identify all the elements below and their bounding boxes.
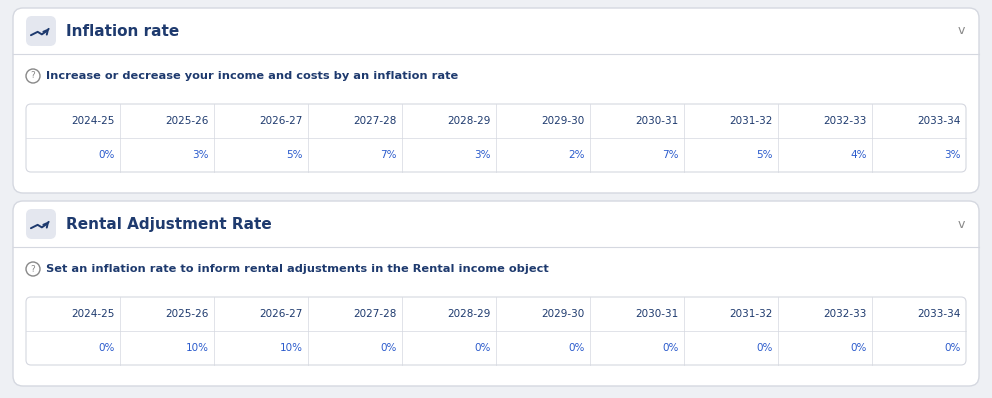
Text: 0%: 0% (474, 343, 491, 353)
Text: Increase or decrease your income and costs by an inflation rate: Increase or decrease your income and cos… (46, 71, 458, 81)
Text: 0%: 0% (944, 343, 961, 353)
Text: 2026-27: 2026-27 (260, 116, 303, 126)
Text: 2030-31: 2030-31 (636, 116, 679, 126)
Text: 10%: 10% (280, 343, 303, 353)
Text: 2032-33: 2032-33 (823, 116, 867, 126)
Text: 0%: 0% (757, 343, 773, 353)
Text: 2029-30: 2029-30 (542, 309, 585, 319)
Text: 5%: 5% (287, 150, 303, 160)
Text: 7%: 7% (381, 150, 397, 160)
Text: 2031-32: 2031-32 (730, 309, 773, 319)
Text: 2026-27: 2026-27 (260, 309, 303, 319)
Text: 0%: 0% (663, 343, 679, 353)
Text: 7%: 7% (663, 150, 679, 160)
Text: 0%: 0% (98, 150, 115, 160)
Text: 0%: 0% (568, 343, 585, 353)
Text: 2025-26: 2025-26 (166, 116, 209, 126)
Text: 2027-28: 2027-28 (353, 309, 397, 319)
Text: 2028-29: 2028-29 (447, 116, 491, 126)
Text: Set an inflation rate to inform rental adjustments in the Rental income object: Set an inflation rate to inform rental a… (46, 264, 549, 274)
Text: Inflation rate: Inflation rate (66, 23, 180, 39)
Text: 2032-33: 2032-33 (823, 309, 867, 319)
Text: 2029-30: 2029-30 (542, 116, 585, 126)
FancyBboxPatch shape (26, 297, 966, 365)
Text: 3%: 3% (474, 150, 491, 160)
FancyBboxPatch shape (26, 16, 56, 46)
Text: 2033-34: 2033-34 (918, 309, 961, 319)
Text: 0%: 0% (381, 343, 397, 353)
FancyBboxPatch shape (26, 209, 56, 239)
Text: v: v (957, 217, 964, 230)
Text: 2030-31: 2030-31 (636, 309, 679, 319)
Text: v: v (957, 25, 964, 37)
Text: ?: ? (31, 72, 36, 80)
FancyBboxPatch shape (13, 201, 979, 386)
Text: 2024-25: 2024-25 (71, 116, 115, 126)
Text: 3%: 3% (944, 150, 961, 160)
Text: 2031-32: 2031-32 (730, 116, 773, 126)
Text: 3%: 3% (192, 150, 209, 160)
Text: 5%: 5% (757, 150, 773, 160)
Text: 2033-34: 2033-34 (918, 116, 961, 126)
Text: 2024-25: 2024-25 (71, 309, 115, 319)
Text: 2025-26: 2025-26 (166, 309, 209, 319)
Text: 10%: 10% (186, 343, 209, 353)
Text: 2028-29: 2028-29 (447, 309, 491, 319)
Text: ?: ? (31, 265, 36, 273)
Text: 4%: 4% (850, 150, 867, 160)
Text: 2027-28: 2027-28 (353, 116, 397, 126)
Text: Rental Adjustment Rate: Rental Adjustment Rate (66, 217, 272, 232)
Text: 0%: 0% (98, 343, 115, 353)
FancyBboxPatch shape (26, 104, 966, 172)
Text: 0%: 0% (850, 343, 867, 353)
FancyBboxPatch shape (13, 8, 979, 193)
Text: 2%: 2% (568, 150, 585, 160)
